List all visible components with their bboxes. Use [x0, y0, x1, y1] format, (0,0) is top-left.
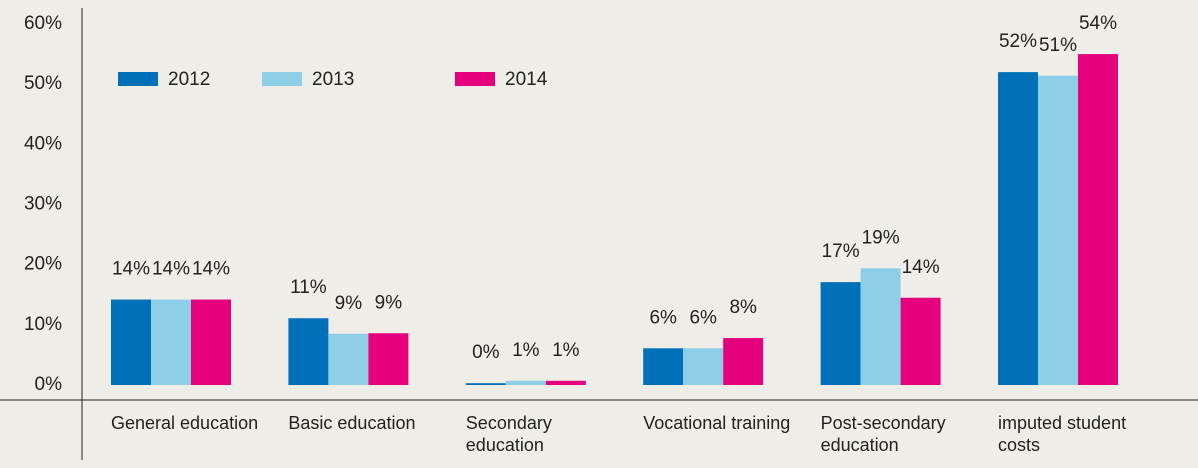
bar	[368, 333, 409, 385]
bar	[683, 348, 724, 385]
data-label: 52%	[999, 31, 1037, 52]
y-tick-label: 60%	[24, 13, 62, 34]
bar	[820, 282, 861, 385]
data-label: 1%	[552, 340, 580, 361]
bar	[900, 297, 941, 385]
x-tick-label: imputed student costs	[998, 413, 1127, 455]
bar	[288, 318, 329, 385]
data-label: 51%	[1039, 35, 1077, 56]
bar	[465, 383, 506, 385]
data-label: 1%	[512, 340, 540, 361]
y-tick-label: 20%	[24, 254, 62, 275]
bar	[191, 299, 231, 385]
data-label: 8%	[729, 297, 757, 318]
data-label: 14%	[112, 259, 150, 280]
bar	[151, 299, 191, 385]
x-tick-label: Secondary education	[465, 413, 552, 455]
legend-swatch	[262, 72, 302, 86]
y-tick-label: 50%	[24, 73, 62, 94]
data-label: 14%	[902, 257, 940, 278]
legend-label: 2012	[168, 69, 210, 90]
data-label: 19%	[862, 227, 900, 248]
x-tick-label: Vocational training	[643, 413, 791, 433]
data-label: 14%	[152, 259, 190, 280]
legend-swatch	[455, 72, 495, 86]
data-label: 6%	[689, 307, 717, 328]
data-label: 54%	[1079, 13, 1117, 34]
y-tick-label: 10%	[24, 314, 62, 335]
x-tick-label: Post-secondary education	[820, 413, 946, 455]
y-tick-label: 40%	[24, 133, 62, 154]
legend-swatch	[118, 72, 158, 86]
y-tick-label: 0%	[35, 374, 63, 395]
bar	[505, 380, 546, 385]
data-label: 0%	[472, 342, 500, 363]
x-tick-label: Basic education	[288, 413, 416, 433]
bar	[328, 333, 369, 385]
data-label: 9%	[375, 292, 403, 313]
data-label: 17%	[822, 241, 860, 262]
data-label: 9%	[335, 293, 363, 314]
data-label: 14%	[192, 259, 230, 280]
y-tick-label: 30%	[24, 194, 62, 215]
legend-label: 2014	[505, 69, 548, 90]
bar	[545, 380, 586, 385]
bar	[998, 72, 1038, 385]
bar	[1078, 54, 1118, 385]
bar	[1038, 75, 1078, 385]
data-label: 6%	[649, 307, 677, 328]
bar	[860, 268, 901, 385]
bar	[643, 348, 684, 385]
bar	[111, 299, 151, 385]
bar	[723, 338, 764, 385]
x-tick-label: General education	[111, 413, 259, 433]
data-label: 11%	[290, 277, 327, 298]
legend-label: 2013	[312, 69, 354, 90]
